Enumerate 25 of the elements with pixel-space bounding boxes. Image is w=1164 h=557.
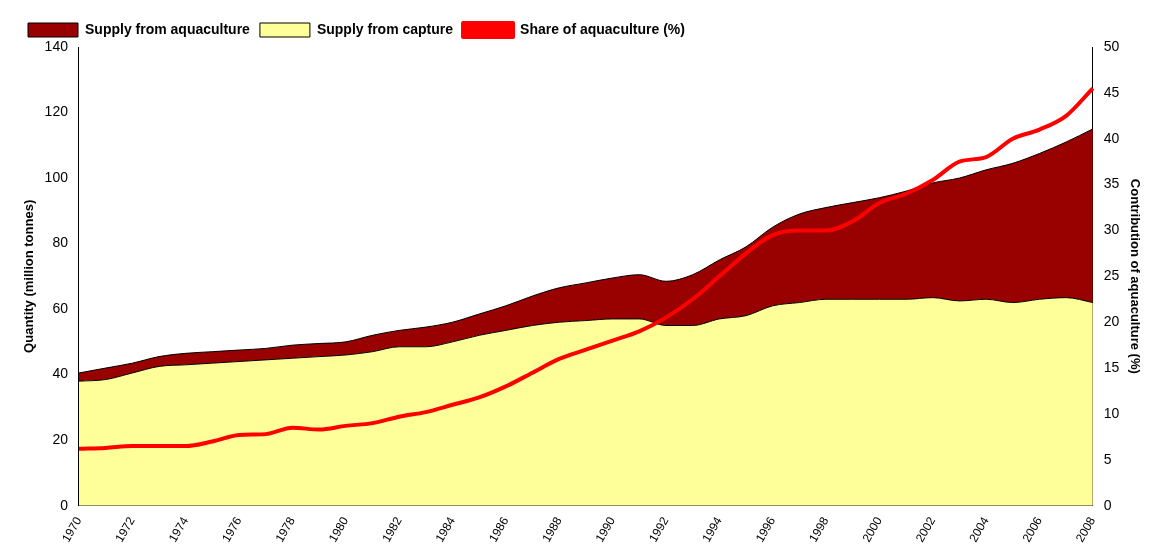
line-series [76,86,1095,451]
y-tick-label: 60 [52,299,69,316]
legend-label: Supply from aquaculture [85,20,251,37]
y-tick-label: 140 [44,37,69,54]
y2-tick-label: 0 [1103,496,1112,513]
y2-axis-title: Contribution of aquaculture (%) [1127,178,1143,374]
y-tick-label: 120 [44,103,69,120]
y2-tick-label: 10 [1103,404,1120,421]
y2-tick-label: 5 [1103,450,1112,467]
y-tick-label: 100 [44,168,69,185]
y2-tick-label: 15 [1103,358,1120,375]
y2-tick-label: 40 [1103,129,1120,146]
y2-tick-label: 50 [1103,37,1120,54]
y-tick-label: 20 [52,431,69,448]
y2-tick-label: 20 [1103,313,1120,330]
y2-tick-label: 35 [1103,175,1120,192]
y2-tick-label: 30 [1103,221,1120,238]
legend-label: Supply from capture [316,20,454,37]
y-tick-label: 0 [60,496,69,513]
legend-label: Share of aquaculture (%) [520,20,685,37]
y-tick-label: 40 [52,365,69,382]
y-tick-label: 80 [52,234,69,251]
y2-tick-label: 45 [1103,83,1120,100]
y-axis-title: Quantity (million tonnes) [21,199,37,353]
y2-tick-label: 25 [1103,267,1120,284]
